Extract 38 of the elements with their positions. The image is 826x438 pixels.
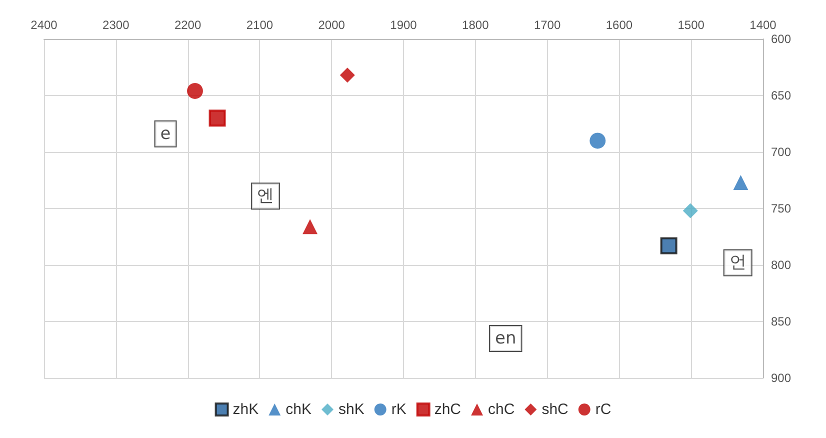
y-tick-label: 850 (771, 314, 792, 328)
annotation: 엔 (256, 186, 274, 206)
x-tick-label: 1400 (750, 18, 777, 32)
point (682, 203, 698, 218)
y-tick-label: 700 (771, 145, 792, 159)
legend-label: chC (488, 401, 515, 418)
x-tick-label: 2200 (174, 18, 202, 32)
point (660, 237, 678, 254)
x-tick-label: 1600 (606, 18, 633, 32)
x-tick-label: 1800 (462, 18, 490, 32)
point (208, 110, 226, 127)
legend-label: rC (595, 401, 612, 418)
annotation: e (160, 124, 171, 144)
point (733, 175, 748, 190)
point (187, 82, 203, 99)
legend-label: shK (338, 401, 364, 418)
x-tick-label: 2300 (102, 18, 130, 32)
x-tick-label: 2400 (30, 18, 58, 32)
y-tick-label: 900 (771, 371, 792, 385)
y-tick-label: 750 (771, 202, 792, 216)
y-tick-label: 650 (771, 88, 792, 102)
legend-label: zhK (232, 401, 259, 418)
legend-label: shC (542, 401, 569, 418)
annotation: en (494, 328, 516, 348)
x-tick-label: 1500 (678, 18, 705, 32)
legend-label: zhC (434, 401, 462, 418)
point (302, 219, 318, 234)
x-tick-label: 1700 (534, 18, 561, 32)
y-tick-label: 800 (771, 258, 792, 272)
y-tick-label: 600 (771, 32, 792, 46)
point (590, 132, 606, 149)
annotation: 언 (729, 252, 746, 273)
x-tick-label: 1900 (390, 18, 418, 32)
x-tick-label: 2100 (246, 18, 274, 32)
legend-label: chK (286, 401, 312, 418)
x-tick-label: 2000 (318, 18, 346, 32)
point (340, 68, 355, 83)
legend-label: rK (391, 401, 406, 418)
